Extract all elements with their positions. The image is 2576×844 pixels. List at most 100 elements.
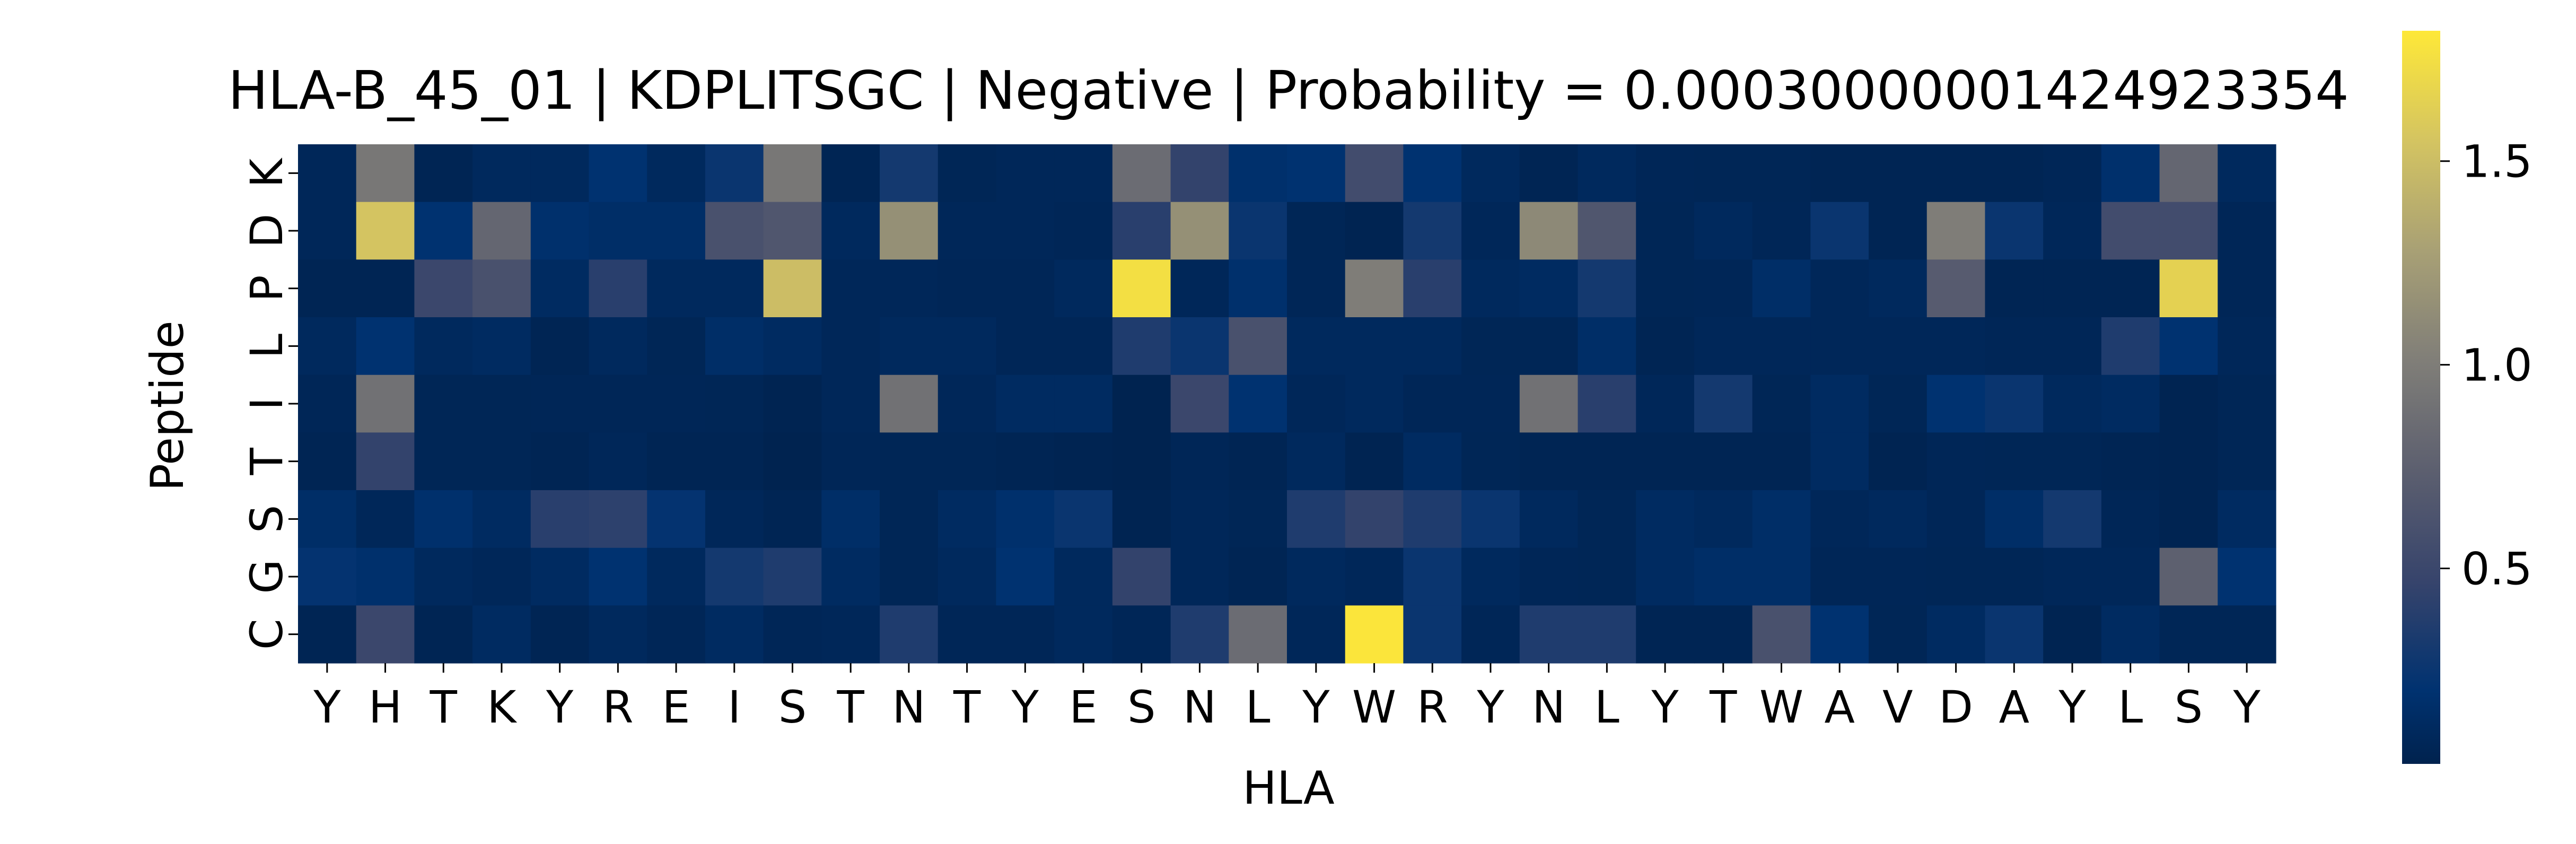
heatmap-cell (1810, 202, 1869, 260)
heatmap-cell (1112, 144, 1171, 203)
heatmap-cell (996, 605, 1055, 664)
heatmap-cell (1985, 144, 2044, 203)
heatmap-cell (2159, 490, 2218, 549)
y-tick-label: K (241, 158, 293, 188)
heatmap-cell (2101, 259, 2160, 318)
heatmap-cell (763, 605, 822, 664)
heatmap-cell (530, 605, 590, 664)
heatmap-cell (821, 317, 880, 376)
y-tick-label: T (241, 447, 293, 475)
heatmap-cell (356, 317, 415, 376)
heatmap-cell (2043, 605, 2102, 664)
heatmap-cell (530, 144, 590, 203)
heatmap-cell (1112, 547, 1171, 606)
heatmap-cell (2218, 547, 2276, 606)
x-tick-label: D (1939, 681, 1973, 733)
heatmap-cell (472, 317, 531, 376)
heatmap-cell (2218, 259, 2276, 318)
heatmap-cell (1752, 605, 1811, 664)
heatmap-cell (1636, 547, 1695, 606)
heatmap-cell (763, 259, 822, 318)
x-axis-label: HLA (1242, 762, 1335, 815)
heatmap-cell (2218, 202, 2276, 260)
heatmap-cell (414, 432, 473, 491)
heatmap-cell (1229, 259, 1287, 318)
heatmap-cell (1461, 317, 1520, 376)
y-tick-label: S (241, 505, 293, 533)
x-tick-label: Y (1011, 681, 1039, 733)
heatmap-cell (763, 144, 822, 203)
x-tick-label: N (1532, 681, 1565, 733)
x-tick-label: W (1759, 681, 1803, 733)
x-tick-label: E (662, 681, 690, 733)
heatmap-cell (996, 317, 1055, 376)
x-tick-label: H (369, 681, 402, 733)
heatmap-cell (1170, 547, 1229, 606)
heatmap-cell (1752, 547, 1811, 606)
heatmap-cell (1345, 490, 1404, 549)
heatmap-cell (880, 547, 939, 606)
heatmap-cell (880, 490, 939, 549)
heatmap-cell (1054, 432, 1113, 491)
heatmap-cell (705, 317, 764, 376)
heatmap-cell (2043, 547, 2102, 606)
heatmap-cell (996, 202, 1055, 260)
heatmap-cell (647, 375, 706, 433)
heatmap-cell (1869, 317, 1927, 376)
heatmap-cell (2159, 259, 2218, 318)
heatmap-cell (1578, 490, 1636, 549)
heatmap-cell (821, 490, 880, 549)
chart-title: HLA-B_45_01 | KDPLITSGC | Negative | Pro… (228, 59, 2349, 121)
heatmap-cell (1519, 605, 1579, 664)
heatmap-cell (530, 547, 590, 606)
colorbar-tick-label: 0.5 (2461, 543, 2533, 595)
heatmap-cell (2043, 490, 2102, 549)
heatmap-cell (1985, 259, 2044, 318)
heatmap-cell (414, 317, 473, 376)
heatmap-cell (937, 259, 997, 318)
heatmap-cell (472, 605, 531, 664)
heatmap-cell (647, 202, 706, 260)
heatmap-cell (1519, 317, 1579, 376)
heatmap-cell (1054, 144, 1113, 203)
heatmap-cell (414, 144, 473, 203)
heatmap-cell (880, 375, 939, 433)
x-tick-label: V (1882, 681, 1913, 733)
heatmap-cell (1170, 259, 1229, 318)
heatmap-cell (647, 490, 706, 549)
heatmap-cell (821, 605, 880, 664)
heatmap-cell (937, 202, 997, 260)
heatmap-cell (1926, 490, 1986, 549)
heatmap-cell (2218, 375, 2276, 433)
heatmap-cell (937, 317, 997, 376)
heatmap-cell (937, 490, 997, 549)
x-tick-label: E (1069, 681, 1097, 733)
heatmap-cell (1461, 202, 1520, 260)
heatmap-cell (1636, 490, 1695, 549)
heatmap-cell (1054, 317, 1113, 376)
x-tick-label: R (602, 681, 633, 733)
heatmap-cell (1170, 605, 1229, 664)
heatmap-cell (880, 144, 939, 203)
heatmap-cell (414, 490, 473, 549)
heatmap-cell (356, 375, 415, 433)
heatmap-cell (1403, 202, 1462, 260)
heatmap-cell (821, 375, 880, 433)
heatmap-cell (1869, 547, 1927, 606)
heatmap-cell (530, 317, 590, 376)
heatmap-cell (647, 432, 706, 491)
heatmap-cell (1287, 317, 1346, 376)
heatmap-cell (1461, 259, 1520, 318)
heatmap-cell (1229, 605, 1287, 664)
heatmap-cell (589, 432, 647, 491)
heatmap-cell (2159, 144, 2218, 203)
heatmap-cell (1694, 317, 1753, 376)
heatmap-cell (2159, 547, 2218, 606)
heatmap-cell (1985, 375, 2044, 433)
heatmap-cell (1519, 375, 1579, 433)
heatmap-cell (1345, 605, 1404, 664)
heatmap-cell (414, 547, 473, 606)
heatmap-cell (414, 605, 473, 664)
heatmap-cell (763, 547, 822, 606)
heatmap-cell (1054, 490, 1113, 549)
